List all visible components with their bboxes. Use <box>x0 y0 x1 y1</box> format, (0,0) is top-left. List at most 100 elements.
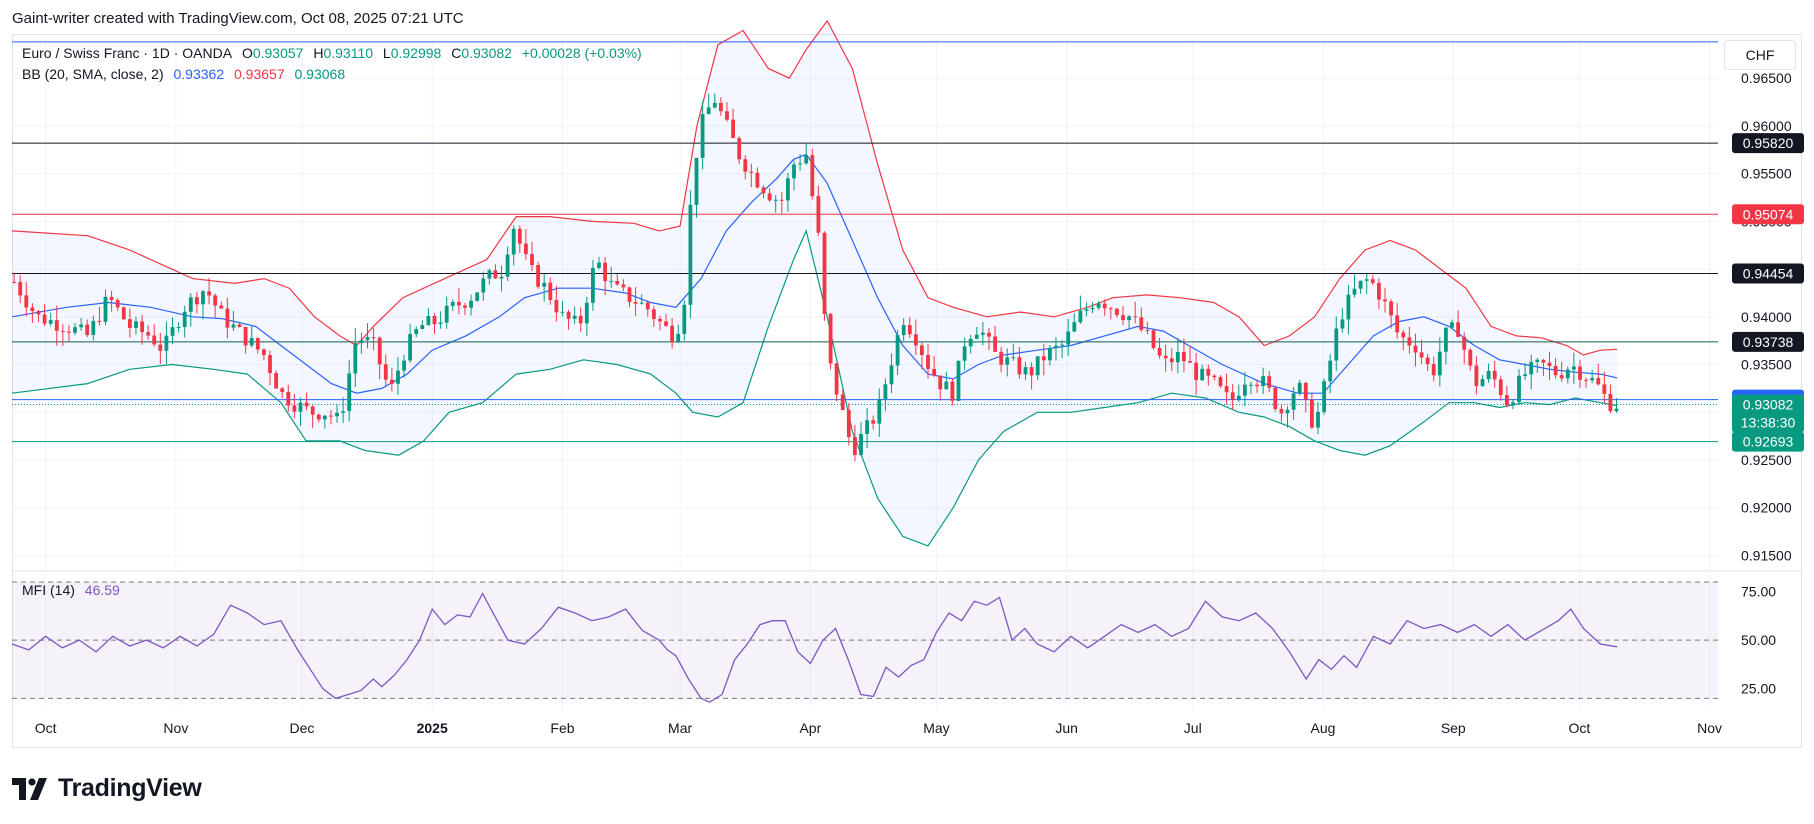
open-label: O <box>241 45 253 61</box>
candlesticks <box>12 93 1619 462</box>
x-tick-label: Jul <box>1184 720 1202 736</box>
candle-body <box>377 337 382 365</box>
candle-body <box>18 282 23 296</box>
y-tick-label: 0.94000 <box>1741 309 1792 325</box>
candle-body <box>737 138 742 160</box>
candle-body <box>584 302 589 324</box>
x-tick-label: Nov <box>1697 720 1722 736</box>
candle-body <box>597 262 601 268</box>
level-badge-bg <box>1732 431 1804 452</box>
candle-body <box>920 345 924 355</box>
candle-body <box>1157 348 1162 356</box>
candle-body <box>1462 336 1467 350</box>
candle-body <box>719 102 723 112</box>
open-value: 0.93057 <box>252 45 304 61</box>
candle-body <box>1584 379 1588 381</box>
candle-body <box>1017 357 1022 375</box>
candle-body <box>426 316 431 326</box>
candle-body <box>1590 377 1595 381</box>
mfi-pane <box>11 581 1718 703</box>
candle-body <box>1364 279 1369 281</box>
bb-fill <box>12 20 1618 546</box>
bb-legend[interactable]: BB (20, SMA, close, 2) 0.93362 0.93657 0… <box>22 66 345 82</box>
candle-body <box>347 373 352 412</box>
candle-body <box>706 107 711 114</box>
candle-body <box>1285 409 1290 414</box>
candle-body <box>974 334 979 339</box>
candle-body <box>566 311 571 319</box>
candle-body <box>1511 402 1515 406</box>
candle-body <box>1127 316 1131 320</box>
candle-body <box>1370 279 1375 283</box>
candle-body <box>1377 282 1381 300</box>
candle-body <box>779 199 784 201</box>
candle-body <box>1322 381 1326 412</box>
candle-body <box>463 305 467 308</box>
candle-body <box>1419 352 1424 358</box>
candle-body <box>97 320 102 322</box>
candle-body <box>231 324 236 328</box>
candle-body <box>1102 303 1107 309</box>
candle-body <box>79 324 83 328</box>
candle-body <box>517 228 522 244</box>
level-badge-bg <box>1732 133 1804 154</box>
level-badge-bg <box>1732 331 1804 352</box>
chart-credit: Gaint-writer created with TradingView.co… <box>12 10 464 27</box>
tradingview-logo[interactable]: TradingView <box>12 774 202 803</box>
candle-body <box>511 228 516 255</box>
candle-body <box>914 334 918 346</box>
currency-selector[interactable]: CHF <box>1724 40 1796 70</box>
candle-body <box>1175 352 1180 363</box>
candle-body <box>1596 377 1601 385</box>
bb-basis-value: 0.93362 <box>173 66 225 82</box>
x-tick-label: Oct <box>1568 720 1590 736</box>
candle-body <box>828 313 833 364</box>
candle-body <box>1084 309 1089 311</box>
candle-body <box>700 114 705 158</box>
candle-body <box>1444 327 1448 352</box>
candle-body <box>1169 358 1174 363</box>
candle-body <box>280 388 285 392</box>
candle-body <box>883 384 888 399</box>
candle-body <box>481 278 486 293</box>
candle-body <box>1151 330 1156 348</box>
candle-body <box>1565 369 1570 379</box>
symbol-legend[interactable]: Euro / Swiss Franc · 1D · OANDA O0.93057… <box>22 45 642 61</box>
candle-body <box>1261 376 1265 387</box>
candle-body <box>1060 344 1064 346</box>
candle-body <box>1005 357 1010 365</box>
candle-body <box>383 364 388 380</box>
candle-body <box>1090 307 1095 310</box>
candle-body <box>73 327 77 333</box>
candle-body <box>85 324 90 335</box>
candle-body <box>907 325 912 335</box>
candle-body <box>213 295 218 306</box>
candle-body <box>115 300 120 308</box>
mfi-line <box>11 592 1618 703</box>
candle-body <box>109 296 114 300</box>
candle-body <box>798 163 802 165</box>
candle-body <box>1133 316 1138 318</box>
y-tick-label: 0.95500 <box>1741 166 1792 182</box>
candle-body <box>1279 409 1284 414</box>
x-tick-label: Feb <box>550 720 574 736</box>
candle-body <box>1212 375 1217 378</box>
tradingview-logo-text: TradingView <box>58 774 202 802</box>
candle-body <box>609 281 614 282</box>
low-label: L <box>382 45 391 61</box>
candle-body <box>840 394 845 410</box>
candle-body <box>786 178 790 201</box>
mfi-legend[interactable]: MFI (14) 46.59 <box>22 582 120 598</box>
candle-body <box>1407 337 1412 346</box>
candle-body <box>834 363 839 395</box>
candle-body <box>950 381 955 401</box>
candle-body <box>1041 356 1046 361</box>
candle-body <box>682 304 687 334</box>
candle-body <box>390 379 394 384</box>
level-badge: 0.92693 <box>1743 434 1794 450</box>
mfi-y-tick-label: 25.00 <box>1741 681 1776 697</box>
y-tick-label: 0.92500 <box>1741 452 1792 468</box>
candle-body <box>457 302 461 306</box>
candle-body <box>1267 376 1272 388</box>
